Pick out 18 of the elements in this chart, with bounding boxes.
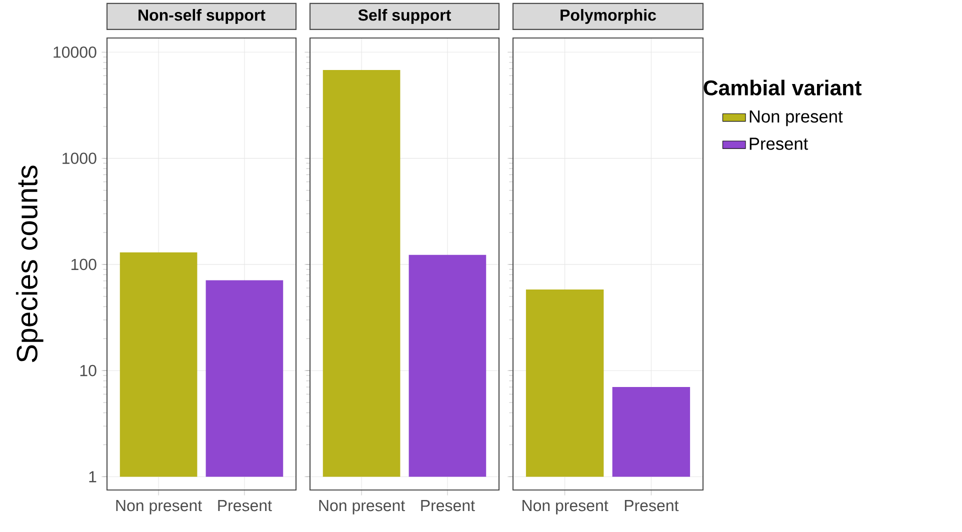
y-tick-label: 100 <box>71 258 96 270</box>
legend-title: Cambial variant <box>704 80 862 96</box>
y-tick-label: 10 <box>80 364 96 376</box>
legend-label: Present <box>750 138 808 150</box>
chart-title: Non-self support <box>138 9 266 24</box>
x-tick-label: Non present <box>319 500 405 514</box>
x-tick-label: Present <box>421 500 475 512</box>
x-tick-label: Non present <box>116 500 202 514</box>
chart-title: Polymorphic <box>560 9 656 24</box>
legend-label: Non present <box>750 110 843 126</box>
y-tick-label: 1 <box>89 471 96 482</box>
y-tick-label: 1000 <box>62 152 96 164</box>
x-tick-label: Non present <box>522 500 608 514</box>
x-tick-label: Present <box>218 500 272 512</box>
chart-title: Self support <box>358 9 451 24</box>
y-axis-title: Species counts <box>16 166 44 362</box>
y-tick-label: 10000 <box>54 46 96 58</box>
x-tick-label: Present <box>624 500 679 512</box>
